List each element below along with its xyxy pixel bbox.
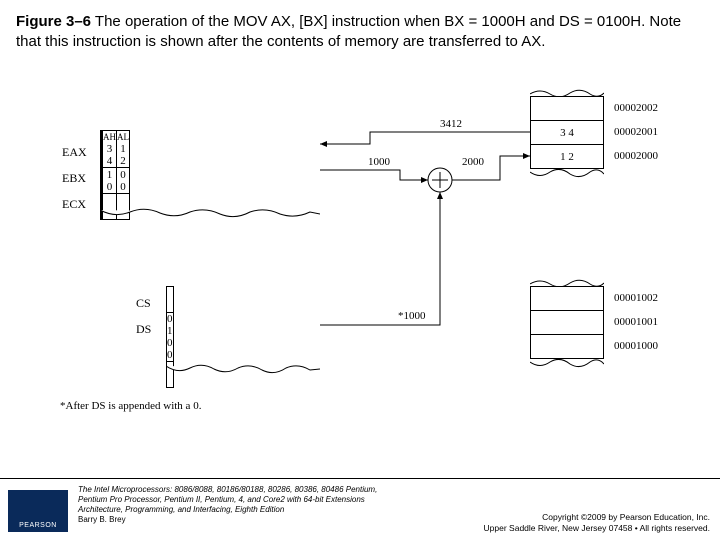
register-table: AH3 4 AL1 2 1 0 0 0 — [100, 130, 130, 220]
book-line3: Architecture, Programming, and Interfaci… — [78, 505, 284, 514]
ah-label: AH — [103, 132, 116, 142]
annot-bx: 1000 — [368, 156, 390, 168]
diagram: EAX EBX ECX AH3 4 AL1 2 1 0 0 0 CS DS 0 — [0, 90, 720, 470]
label-cs: CS — [136, 296, 151, 311]
addr-1002: 00001002 — [614, 292, 658, 304]
al-val: 1 2 — [120, 143, 126, 167]
mem-2000-val: 1 2 — [531, 145, 604, 169]
annot-shift: *1000 — [398, 310, 426, 322]
footer: PEARSON The Intel Microprocessors: 8086/… — [0, 478, 720, 540]
addr-2000: 00002000 — [614, 150, 658, 162]
al-label: AL — [117, 132, 129, 142]
bh-val: 1 0 — [103, 168, 117, 194]
label-ds: DS — [136, 322, 151, 337]
label-ecx: ECX — [62, 197, 86, 212]
addr-1000: 00001000 — [614, 340, 658, 352]
copyright: Copyright ©2009 by Pearson Education, In… — [484, 512, 710, 534]
annot-result: 3412 — [440, 118, 462, 130]
book-line4: Barry B. Brey — [78, 515, 126, 524]
label-ebx: EBX — [62, 171, 86, 186]
addr-1001: 00001001 — [614, 316, 658, 328]
memory-top: 3 4 1 2 — [530, 96, 604, 169]
bl-val: 0 0 — [117, 168, 130, 194]
addr-2001: 00002001 — [614, 126, 658, 138]
pearson-logo: PEARSON — [8, 490, 68, 532]
copy-line2: Upper Saddle River, New Jersey 07458 • A… — [484, 523, 710, 533]
book-line1: The Intel Microprocessors: 8086/8088, 80… — [78, 485, 377, 494]
figure-label: Figure 3–6 — [16, 13, 91, 30]
book-citation: The Intel Microprocessors: 8086/8088, 80… — [78, 485, 377, 525]
memory-bottom — [530, 286, 604, 359]
figure-caption: Figure 3–6 The operation of the MOV AX, … — [16, 12, 704, 53]
figure-text: The operation of the MOV AX, [BX] instru… — [16, 13, 681, 50]
addr-2002: 00002002 — [614, 102, 658, 114]
footnote: *After DS is appended with a 0. — [60, 400, 201, 412]
copy-line1: Copyright ©2009 by Pearson Education, In… — [542, 512, 710, 522]
ah-val: 3 4 — [107, 143, 113, 167]
label-eax: EAX — [62, 145, 87, 160]
book-line2: Pentium Pro Processor, Pentium II, Penti… — [78, 495, 365, 504]
mem-2001-val: 3 4 — [531, 121, 604, 145]
annot-sum: 2000 — [462, 156, 484, 168]
ds-val: 0 1 0 0 — [167, 313, 174, 362]
